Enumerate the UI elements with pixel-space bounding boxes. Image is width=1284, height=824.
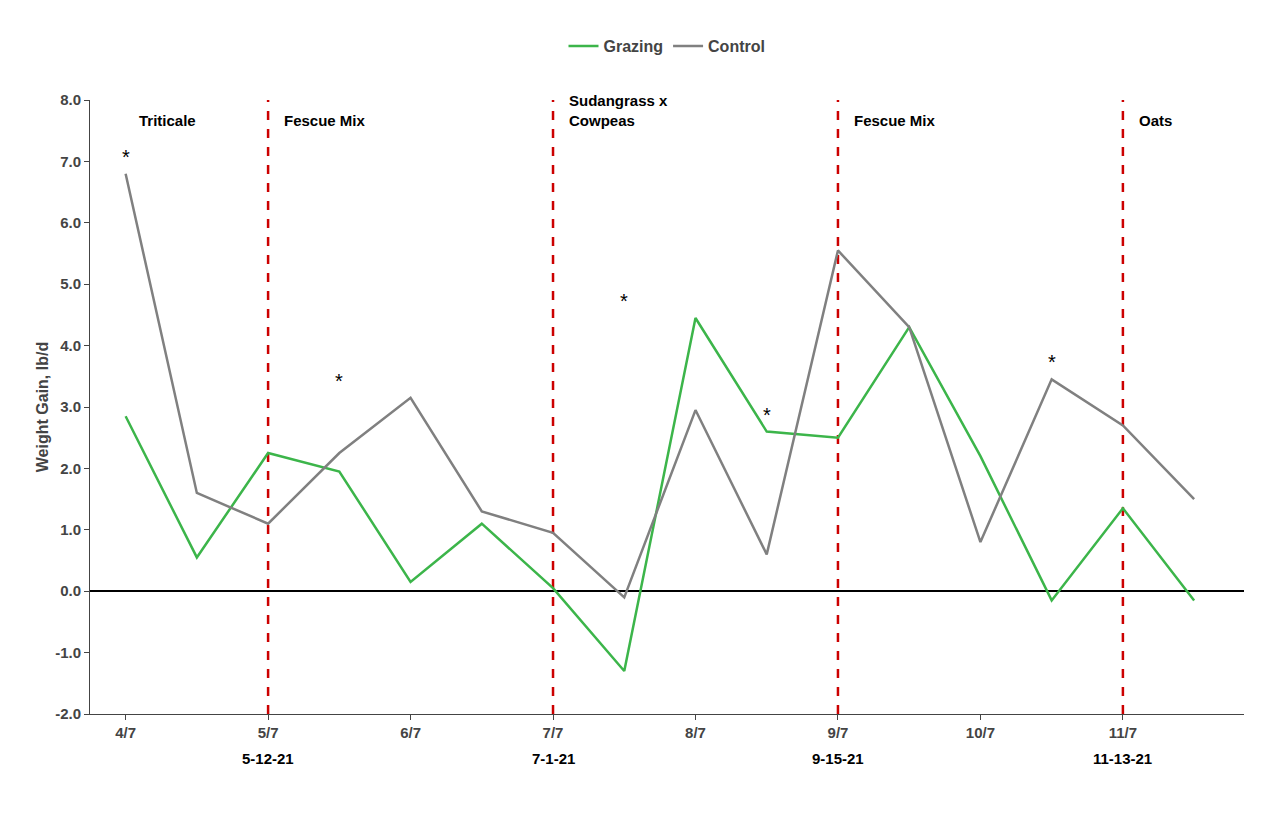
svg-text:2.0: 2.0	[60, 460, 81, 477]
svg-text:0.0: 0.0	[60, 582, 81, 599]
svg-text:11-13-21: 11-13-21	[1093, 750, 1152, 767]
svg-text:9-15-21: 9-15-21	[812, 750, 864, 767]
svg-text:Oats: Oats	[1139, 112, 1172, 129]
svg-text:8/7: 8/7	[685, 724, 706, 741]
svg-text:6.0: 6.0	[60, 214, 81, 231]
svg-text:1.0: 1.0	[60, 521, 81, 538]
svg-text:-1.0: -1.0	[55, 644, 81, 661]
svg-text:4/7: 4/7	[115, 724, 136, 741]
svg-text:*: *	[1048, 351, 1056, 373]
svg-text:3.0: 3.0	[60, 398, 81, 415]
svg-text:*: *	[335, 370, 343, 392]
svg-text:-2.0: -2.0	[55, 705, 81, 722]
svg-text:8.0: 8.0	[60, 91, 81, 108]
svg-text:5-12-21: 5-12-21	[242, 750, 294, 767]
svg-text:10/7: 10/7	[966, 724, 995, 741]
svg-text:Grazing: Grazing	[604, 38, 664, 55]
svg-text:7/7: 7/7	[543, 724, 564, 741]
svg-text:*: *	[122, 146, 130, 168]
svg-text:6/7: 6/7	[400, 724, 421, 741]
svg-text:Control: Control	[708, 38, 765, 55]
svg-text:7.0: 7.0	[60, 153, 81, 170]
svg-text:Triticale: Triticale	[139, 112, 196, 129]
svg-text:4.0: 4.0	[60, 337, 81, 354]
svg-text:Fescue Mix: Fescue Mix	[854, 112, 936, 129]
svg-text:Weight Gain, lb/d: Weight Gain, lb/d	[34, 342, 51, 472]
svg-text:Sudangrass xCowpeas: Sudangrass xCowpeas	[569, 92, 668, 129]
svg-text:*: *	[620, 290, 628, 312]
svg-text:Fescue Mix: Fescue Mix	[284, 112, 366, 129]
svg-text:11/7: 11/7	[1109, 724, 1137, 741]
svg-text:9/7: 9/7	[828, 724, 849, 741]
svg-text:5/7: 5/7	[258, 724, 279, 741]
svg-text:5.0: 5.0	[60, 275, 81, 292]
svg-text:*: *	[763, 404, 771, 426]
svg-text:7-1-21: 7-1-21	[532, 750, 575, 767]
